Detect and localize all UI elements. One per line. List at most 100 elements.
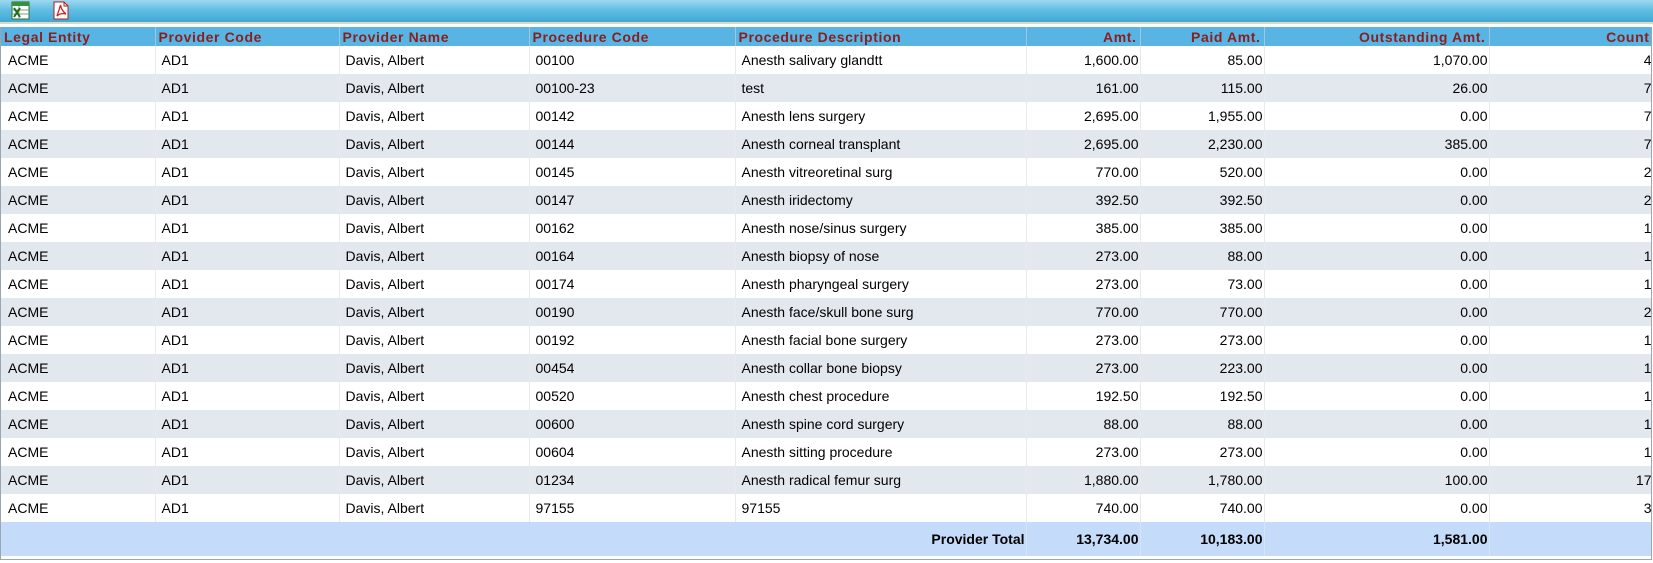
cell-procedure-description: Anesth radical femur surg xyxy=(735,466,1027,494)
pdf-export-icon[interactable] xyxy=(51,1,71,20)
table-header-row: Legal Entity Provider Code Provider Name Pr… xyxy=(1,27,1651,46)
cell-legal-entity: ACME xyxy=(1,130,156,158)
cell-amt: 273.00 xyxy=(1026,242,1141,270)
cell-legal-entity: ACME xyxy=(1,326,156,354)
cell-legal-entity: ACME xyxy=(1,438,156,466)
cell-outstanding-amt: 0.00 xyxy=(1264,158,1490,186)
column-header-amt[interactable]: Amt. xyxy=(1026,27,1141,46)
cell-paid-amt: 273.00 xyxy=(1140,438,1265,466)
cell-amt: 770.00 xyxy=(1026,158,1141,186)
cell-provider-name: Davis, Albert xyxy=(339,130,530,158)
cell-amt: 273.00 xyxy=(1026,354,1141,382)
cell-paid-amt: 392.50 xyxy=(1140,186,1265,214)
cell-outstanding-amt: 1,070.00 xyxy=(1264,46,1490,74)
table-row: ACME AD1 Davis, Albert 97155 97155 740.00 740.… xyxy=(1,494,1651,522)
cell-amt: 273.00 xyxy=(1026,326,1141,354)
report-toolbar xyxy=(0,0,1653,24)
cell-procedure-code: 97155 xyxy=(529,494,736,522)
cell-provider-name: Davis, Albert xyxy=(339,410,530,438)
cell-amt: 1,880.00 xyxy=(1026,466,1141,494)
cell-count: 2 xyxy=(1489,186,1651,214)
provider-total-label: Provider Total xyxy=(1,522,1027,556)
cell-outstanding-amt: 0.00 xyxy=(1264,382,1490,410)
provider-total-row: Provider Total 13,734.00 10,183.00 1,581… xyxy=(1,522,1651,556)
cell-provider-name: Davis, Albert xyxy=(339,158,530,186)
cell-provider-code: AD1 xyxy=(155,46,340,74)
cell-procedure-code: 00145 xyxy=(529,158,736,186)
cell-provider-code: AD1 xyxy=(155,214,340,242)
cell-legal-entity: ACME xyxy=(1,46,156,74)
cell-procedure-description: Anesth nose/sinus surgery xyxy=(735,214,1027,242)
cell-provider-name: Davis, Albert xyxy=(339,46,530,74)
cell-outstanding-amt: 0.00 xyxy=(1264,102,1490,130)
cell-provider-code: AD1 xyxy=(155,270,340,298)
cell-provider-name: Davis, Albert xyxy=(339,214,530,242)
cell-amt: 2,695.00 xyxy=(1026,130,1141,158)
cell-count: 17 xyxy=(1489,466,1651,494)
column-header-provider-name[interactable]: Provider Name xyxy=(339,27,530,46)
cell-procedure-description: test xyxy=(735,74,1027,102)
excel-export-icon[interactable] xyxy=(11,1,31,20)
cell-legal-entity: ACME xyxy=(1,410,156,438)
cell-paid-amt: 520.00 xyxy=(1140,158,1265,186)
cell-count: 1 xyxy=(1489,410,1651,438)
cell-outstanding-amt: 26.00 xyxy=(1264,74,1490,102)
cell-legal-entity: ACME xyxy=(1,102,156,130)
cell-paid-amt: 73.00 xyxy=(1140,270,1265,298)
cell-provider-code: AD1 xyxy=(155,382,340,410)
table-row: ACME AD1 Davis, Albert 00144 Anesth corneal … xyxy=(1,130,1651,158)
cell-procedure-description: Anesth lens surgery xyxy=(735,102,1027,130)
cell-provider-name: Davis, Albert xyxy=(339,438,530,466)
column-header-provider-code[interactable]: Provider Code xyxy=(155,27,340,46)
table-row: ACME AD1 Davis, Albert 00145 Anesth vitreore… xyxy=(1,158,1651,186)
cell-procedure-code: 00147 xyxy=(529,186,736,214)
cell-count: 7 xyxy=(1489,74,1651,102)
cell-paid-amt: 192.50 xyxy=(1140,382,1265,410)
table-row: ACME AD1 Davis, Albert 00164 Anesth biopsy o… xyxy=(1,242,1651,270)
cell-count: 4 xyxy=(1489,46,1651,74)
table-row: ACME AD1 Davis, Albert 00147 Anesth iridecto… xyxy=(1,186,1651,214)
cell-amt: 385.00 xyxy=(1026,214,1141,242)
column-header-legal-entity[interactable]: Legal Entity xyxy=(1,27,156,46)
table-row: ACME AD1 Davis, Albert 01234 Anesth radical … xyxy=(1,466,1651,494)
table-row: ACME AD1 Davis, Albert 00190 Anesth face/sku… xyxy=(1,298,1651,326)
column-header-procedure-code[interactable]: Procedure Code xyxy=(529,27,736,46)
cell-count: 2 xyxy=(1489,298,1651,326)
total-paid-amt: 10,183.00 xyxy=(1140,522,1265,556)
cell-paid-amt: 385.00 xyxy=(1140,214,1265,242)
cell-outstanding-amt: 0.00 xyxy=(1264,186,1490,214)
cell-legal-entity: ACME xyxy=(1,186,156,214)
cell-procedure-code: 00600 xyxy=(529,410,736,438)
column-header-procedure-description[interactable]: Procedure Description xyxy=(735,27,1027,46)
cell-provider-code: AD1 xyxy=(155,354,340,382)
cell-count: 3 xyxy=(1489,494,1651,522)
table-row: ACME AD1 Davis, Albert 00520 Anesth chest pr… xyxy=(1,382,1651,410)
cell-count: 1 xyxy=(1489,354,1651,382)
table-row: ACME AD1 Davis, Albert 00604 Anesth sitting … xyxy=(1,438,1651,466)
column-header-paid-amt[interactable]: Paid Amt. xyxy=(1140,27,1265,46)
cell-legal-entity: ACME xyxy=(1,466,156,494)
cell-procedure-description: Anesth chest procedure xyxy=(735,382,1027,410)
cell-legal-entity: ACME xyxy=(1,158,156,186)
cell-provider-code: AD1 xyxy=(155,130,340,158)
column-header-count[interactable]: Count xyxy=(1489,27,1651,46)
table-row: ACME AD1 Davis, Albert 00454 Anesth collar b… xyxy=(1,354,1651,382)
cell-count: 7 xyxy=(1489,102,1651,130)
cell-amt: 770.00 xyxy=(1026,298,1141,326)
cell-outstanding-amt: 0.00 xyxy=(1264,410,1490,438)
cell-procedure-description: Anesth vitreoretinal surg xyxy=(735,158,1027,186)
cell-procedure-description: Anesth collar bone biopsy xyxy=(735,354,1027,382)
cell-provider-code: AD1 xyxy=(155,326,340,354)
cell-procedure-description: Anesth spine cord surgery xyxy=(735,410,1027,438)
cell-procedure-description: 97155 xyxy=(735,494,1027,522)
cell-legal-entity: ACME xyxy=(1,242,156,270)
cell-legal-entity: ACME xyxy=(1,494,156,522)
column-header-outstanding-amt[interactable]: Outstanding Amt. xyxy=(1264,27,1490,46)
cell-procedure-description: Anesth biopsy of nose xyxy=(735,242,1027,270)
table-row: ACME AD1 Davis, Albert 00162 Anesth nose/sin… xyxy=(1,214,1651,242)
cell-legal-entity: ACME xyxy=(1,270,156,298)
cell-outstanding-amt: 0.00 xyxy=(1264,494,1490,522)
cell-provider-code: AD1 xyxy=(155,410,340,438)
cell-amt: 392.50 xyxy=(1026,186,1141,214)
cell-outstanding-amt: 0.00 xyxy=(1264,326,1490,354)
